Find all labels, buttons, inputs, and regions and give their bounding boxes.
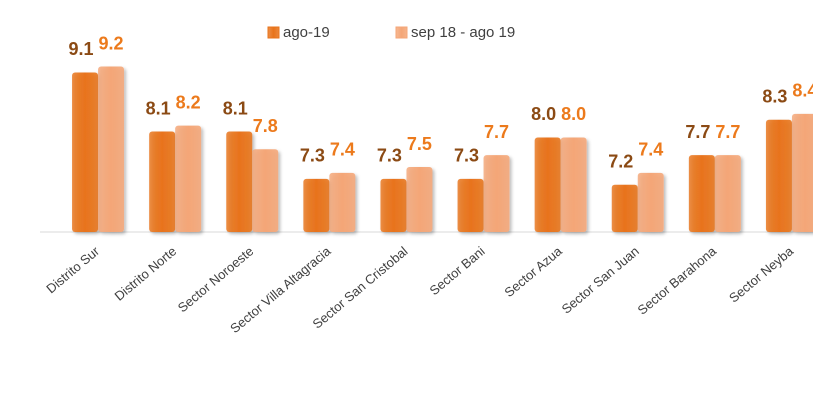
value-label: 9.1 [69, 39, 94, 59]
legend-label: sep 18 - ago 19 [411, 24, 515, 41]
value-label: 8.2 [176, 92, 201, 112]
value-label: 8.1 [146, 98, 171, 118]
x-tick-label: Distrito Sur [43, 243, 102, 296]
bar [329, 172, 356, 232]
value-label: 7.7 [715, 122, 740, 142]
bar [457, 178, 484, 232]
value-label: 8.3 [762, 86, 787, 106]
x-tick-label: Distrito Norte [112, 243, 180, 303]
x-tick-label: Sector Bani [427, 243, 488, 298]
value-label: 9.2 [99, 33, 124, 53]
x-tick-label: Sector Barahona [635, 243, 720, 318]
bar [303, 178, 330, 232]
value-label: 8.4 [792, 81, 813, 101]
bar [534, 137, 561, 232]
bar [380, 178, 407, 232]
bar [98, 66, 125, 232]
value-label: 8.0 [531, 104, 556, 124]
value-label: 7.2 [608, 151, 633, 171]
x-tick-label: Sector San Juan [559, 243, 642, 316]
bar [175, 125, 202, 232]
bar [714, 155, 741, 232]
value-label: 8.0 [561, 104, 586, 124]
value-label: 7.5 [407, 134, 432, 154]
bar [406, 167, 433, 232]
bar [688, 155, 715, 232]
value-label: 7.4 [330, 140, 355, 160]
x-tick-label: Sector Neyba [726, 243, 797, 306]
bar [226, 131, 253, 232]
x-tick-label: Sector Azua [501, 243, 565, 300]
value-label: 8.1 [223, 98, 248, 118]
bar [72, 72, 99, 232]
bar [149, 131, 176, 232]
value-label: 7.7 [685, 122, 710, 142]
value-label: 7.3 [377, 146, 402, 166]
bar [483, 155, 510, 232]
bar [252, 149, 279, 232]
bar [765, 119, 792, 232]
legend-swatch [267, 26, 280, 39]
value-label: 7.8 [253, 116, 278, 136]
bar [611, 184, 638, 232]
bar [637, 172, 664, 232]
value-label: 7.3 [300, 146, 325, 166]
bar [560, 137, 587, 232]
legend-label: ago-19 [283, 24, 330, 41]
x-tick-label: Sector Noroeste [175, 243, 257, 315]
value-label: 7.7 [484, 122, 509, 142]
legend-swatch [395, 26, 408, 39]
bar [791, 113, 813, 232]
value-label: 7.4 [638, 140, 663, 160]
value-label: 7.3 [454, 146, 479, 166]
